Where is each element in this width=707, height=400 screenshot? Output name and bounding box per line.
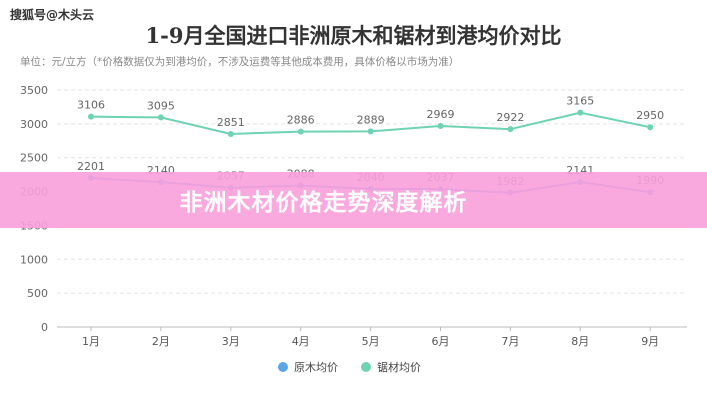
data-point bbox=[367, 128, 374, 135]
data-label: 3165 bbox=[566, 95, 594, 108]
data-point bbox=[88, 113, 94, 120]
x-tick-label: 6月 bbox=[432, 335, 450, 348]
data-point bbox=[507, 126, 514, 133]
data-label: 3095 bbox=[147, 99, 175, 112]
legend-marker bbox=[361, 362, 371, 372]
y-tick-label: 2500 bbox=[20, 152, 48, 165]
data-label: 2969 bbox=[427, 108, 455, 121]
legend-label: 锯材均价 bbox=[377, 360, 421, 374]
x-tick-label: 5月 bbox=[362, 335, 380, 348]
x-tick-label: 3月 bbox=[222, 335, 240, 348]
data-label: 2886 bbox=[287, 114, 315, 127]
data-point bbox=[437, 122, 444, 129]
y-tick-label: 3000 bbox=[20, 118, 48, 131]
data-point bbox=[577, 109, 584, 116]
banner-text: 非洲木材价格走势深度解析 bbox=[179, 190, 468, 216]
x-tick-label: 1月 bbox=[82, 335, 100, 348]
data-label: 2851 bbox=[217, 116, 245, 129]
data-label: 2889 bbox=[357, 113, 385, 126]
y-tick-label: 0 bbox=[41, 321, 48, 334]
data-point bbox=[157, 114, 164, 121]
data-label: 3106 bbox=[77, 99, 105, 112]
data-label: 2922 bbox=[496, 111, 524, 124]
x-tick-label: 9月 bbox=[641, 335, 659, 348]
x-tick-label: 8月 bbox=[571, 335, 589, 348]
data-point bbox=[647, 124, 654, 131]
chart-subtitle: 单位：元/立方（*价格数据仅为到港均价，不涉及运费等其他成本费用，具体价格以市场… bbox=[20, 56, 460, 68]
y-tick-label: 3500 bbox=[20, 84, 48, 97]
y-tick-label: 500 bbox=[27, 287, 48, 300]
watermark: 搜狐号@木头云 bbox=[10, 8, 95, 22]
x-tick-label: 7月 bbox=[501, 335, 519, 348]
data-label: 2950 bbox=[636, 109, 664, 122]
legend-marker bbox=[278, 362, 288, 372]
data-point bbox=[227, 130, 234, 137]
overlay-banner: 非洲木材价格走势深度解析 bbox=[0, 172, 707, 228]
x-tick-label: 4月 bbox=[292, 335, 310, 348]
x-tick-label: 2月 bbox=[152, 335, 170, 348]
y-tick-label: 1000 bbox=[20, 253, 48, 266]
legend-label: 原木均价 bbox=[294, 361, 338, 374]
chart-title: 1-9月全国进口非洲原木和锯材到港均价对比 bbox=[145, 23, 562, 48]
data-point bbox=[297, 128, 304, 135]
data-label: 2201 bbox=[77, 160, 105, 173]
